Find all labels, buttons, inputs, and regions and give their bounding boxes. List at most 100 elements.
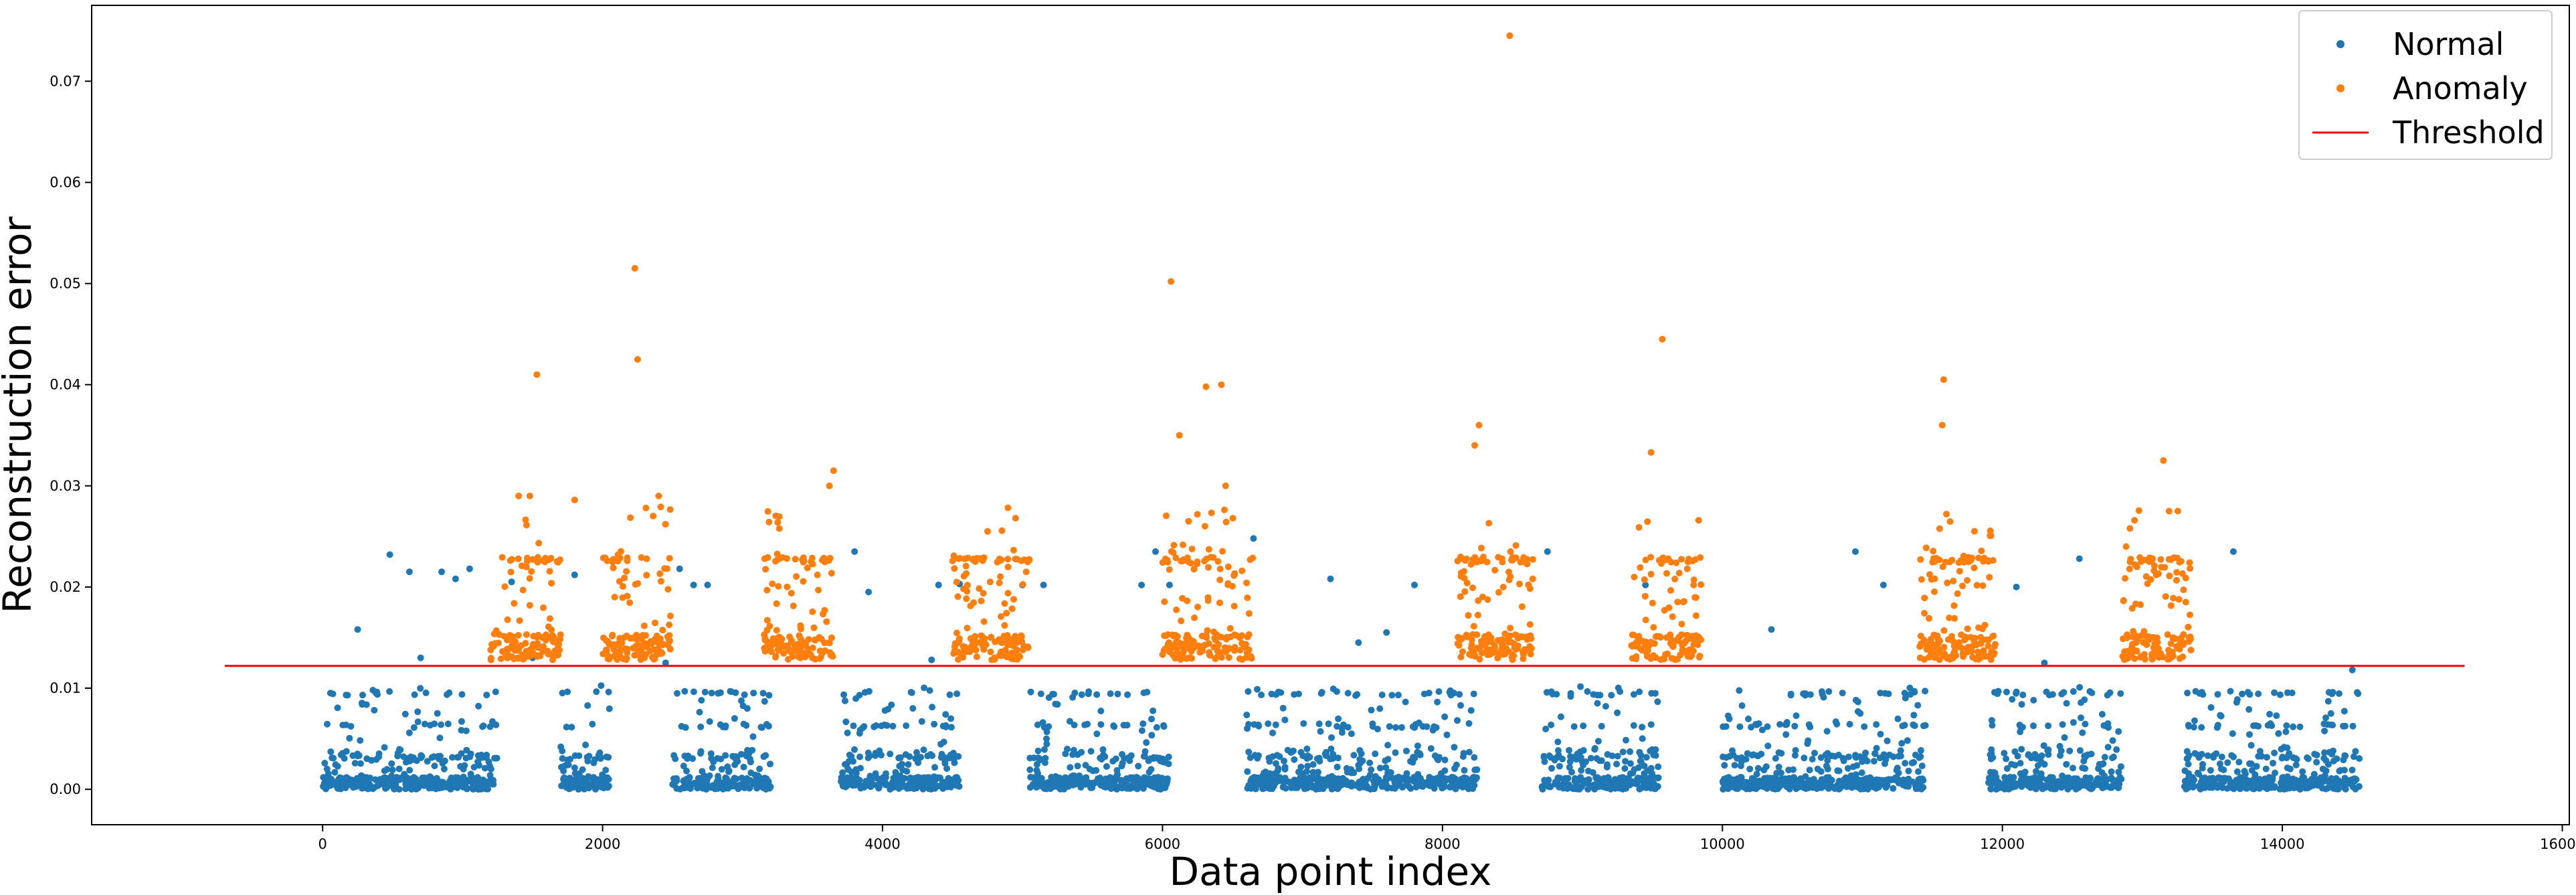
- normal-point: [1769, 783, 1776, 790]
- normal-point: [862, 780, 869, 787]
- normal-point: [560, 775, 567, 783]
- normal-point: [1832, 718, 1839, 726]
- anomaly-point: [953, 640, 961, 647]
- normal-point: [2183, 755, 2191, 762]
- anomaly-point: [1473, 645, 1481, 652]
- normal-point: [2109, 737, 2116, 744]
- anomaly-point: [2148, 634, 2156, 641]
- anomaly-point: [1697, 581, 1705, 588]
- normal-point: [1861, 754, 1868, 761]
- normal-point: [1098, 756, 1105, 763]
- legend: Normal Anomaly Threshold: [2298, 10, 2553, 160]
- normal-point: [849, 775, 856, 783]
- normal-point: [1612, 779, 1619, 787]
- normal-point: [2220, 766, 2227, 774]
- anomaly-point: [509, 635, 517, 642]
- normal-point: [359, 691, 366, 699]
- normal-point: [1576, 786, 1583, 793]
- normal-point: [1566, 758, 1574, 765]
- normal-point: [1820, 694, 1827, 701]
- anomaly-point: [2180, 586, 2187, 594]
- normal-point: [1148, 732, 1156, 739]
- normal-point: [2331, 783, 2338, 790]
- anomaly-point: [2122, 575, 2128, 582]
- normal-point: [1566, 746, 1572, 754]
- normal-point: [1400, 775, 1407, 782]
- anomaly-point: [616, 578, 623, 585]
- anomaly-point: [548, 580, 555, 587]
- anomaly-point: [498, 554, 506, 561]
- normal-point: [508, 578, 515, 586]
- normal-point: [1768, 626, 1775, 633]
- normal-point: [683, 767, 690, 775]
- normal-point: [715, 777, 722, 784]
- anomaly-point: [818, 556, 826, 564]
- normal-point: [1093, 691, 1101, 698]
- normal-point: [389, 766, 396, 774]
- anomaly-point: [1495, 554, 1502, 561]
- anomaly-point: [2177, 558, 2185, 565]
- anomaly-point: [2167, 556, 2175, 564]
- normal-point: [684, 754, 691, 761]
- normal-point: [1441, 713, 1449, 720]
- normal-point: [344, 779, 351, 787]
- anomaly-point: [1631, 574, 1638, 580]
- anomaly-point: [2187, 565, 2193, 572]
- normal-point: [597, 753, 604, 760]
- anomaly-point: [1461, 588, 1469, 595]
- normal-point: [417, 685, 424, 692]
- normal-point: [414, 718, 422, 726]
- normal-point: [694, 785, 701, 792]
- anomaly-point: [1208, 509, 1215, 517]
- normal-point: [1806, 766, 1813, 774]
- normal-point: [2013, 689, 2019, 697]
- anomaly-point: [1641, 592, 1649, 600]
- normal-point: [462, 727, 470, 734]
- normal-point: [1791, 722, 1799, 730]
- normal-point: [1333, 763, 1341, 770]
- normal-point: [669, 781, 676, 788]
- normal-point: [1600, 776, 1607, 783]
- anomaly-point: [1516, 633, 1524, 641]
- normal-point: [1463, 775, 1470, 782]
- normal-point: [2214, 722, 2221, 729]
- normal-point: [1775, 763, 1782, 770]
- normal-point: [883, 780, 889, 787]
- anomaly-point: [639, 632, 646, 639]
- normal-point: [383, 766, 391, 773]
- normal-point: [1546, 752, 1553, 759]
- anomaly-point: [1498, 636, 1505, 643]
- anomaly-point: [1667, 587, 1674, 594]
- anomaly-point: [1224, 646, 1231, 653]
- anomaly-point: [800, 558, 808, 565]
- normal-point: [1991, 769, 1999, 777]
- normal-point: [1902, 760, 1909, 767]
- normal-point: [2246, 760, 2253, 767]
- anomaly-point: [2179, 639, 2187, 646]
- normal-point: [2101, 754, 2108, 761]
- anomaly-point: [1637, 564, 1644, 571]
- anomaly-point: [534, 653, 541, 660]
- normal-point: [2076, 683, 2084, 691]
- normal-point: [1333, 723, 1341, 730]
- normal-point: [2356, 755, 2363, 762]
- normal-point: [718, 766, 725, 773]
- normal-point: [1831, 752, 1839, 760]
- anomaly-point: [619, 594, 626, 601]
- normal-point: [1281, 775, 1289, 782]
- normal-point: [1845, 780, 1852, 787]
- normal-point: [1386, 723, 1393, 730]
- anomaly-point: [963, 582, 971, 589]
- anomaly-point: [978, 597, 985, 604]
- normal-point: [765, 691, 773, 699]
- normal-point: [1392, 724, 1399, 731]
- normal-point: [2021, 779, 2028, 787]
- anomaly-point: [1179, 541, 1186, 548]
- anomaly-point: [808, 558, 815, 566]
- normal-point: [1044, 783, 1052, 791]
- anomaly-point: [1174, 639, 1181, 646]
- anomaly-point: [801, 651, 808, 658]
- normal-point: [2108, 768, 2115, 775]
- normal-point: [2100, 784, 2108, 791]
